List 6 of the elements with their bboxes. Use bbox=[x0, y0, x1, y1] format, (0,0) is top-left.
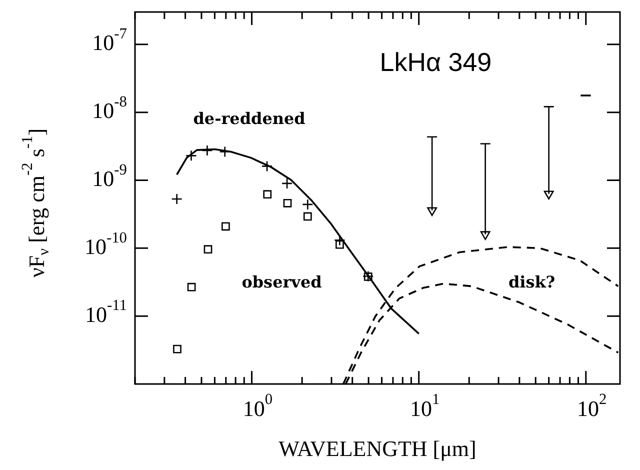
annotation: de-reddened bbox=[193, 109, 306, 128]
y-axis-title: νFν [erg cm-2 s-1] bbox=[19, 128, 53, 278]
text: LkHα 349 bbox=[380, 47, 492, 78]
x-axis-title: WAVELENGTH [μm] bbox=[278, 436, 476, 461]
annotation: disk? bbox=[508, 272, 556, 292]
annotation: observed bbox=[242, 272, 322, 292]
